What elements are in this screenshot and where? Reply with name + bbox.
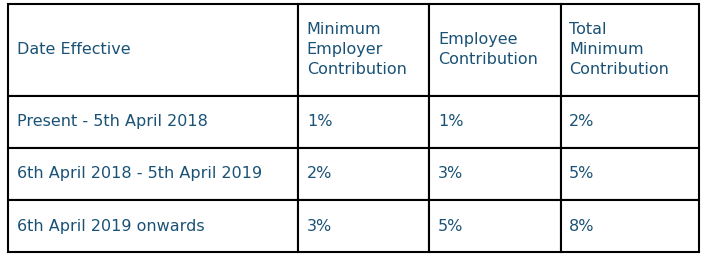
Bar [429,148,561,200]
Bar [561,96,699,148]
Text: Minimum
Employer
Contribution: Minimum Employer Contribution [307,23,407,77]
Bar [429,96,561,148]
Bar [8,4,298,96]
Text: 5%: 5% [438,219,463,233]
Bar [8,148,298,200]
Text: Present - 5th April 2018: Present - 5th April 2018 [17,114,208,129]
Bar [561,200,699,252]
Bar [561,4,699,96]
Bar [298,4,429,96]
Text: 8%: 8% [569,219,595,233]
Text: Employee
Contribution: Employee Contribution [438,32,538,67]
Text: 1%: 1% [438,114,463,129]
Bar [298,148,429,200]
Bar [298,96,429,148]
Text: 6th April 2018 - 5th April 2019: 6th April 2018 - 5th April 2019 [17,166,262,182]
Bar [429,200,561,252]
Text: 3%: 3% [307,219,332,233]
Bar [8,200,298,252]
Text: Total
Minimum
Contribution: Total Minimum Contribution [569,23,669,77]
Text: 2%: 2% [569,114,595,129]
Text: 2%: 2% [307,166,332,182]
Bar [298,200,429,252]
Text: 1%: 1% [307,114,332,129]
Bar [429,4,561,96]
Text: 6th April 2019 onwards: 6th April 2019 onwards [17,219,204,233]
Bar [8,96,298,148]
Text: 3%: 3% [438,166,463,182]
Bar [561,148,699,200]
Text: 5%: 5% [569,166,595,182]
Text: Date Effective: Date Effective [17,42,131,57]
